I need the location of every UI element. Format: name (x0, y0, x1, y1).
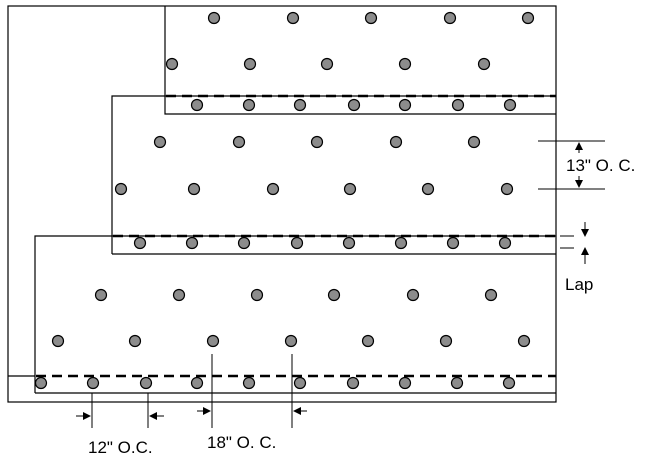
fastener-dot (398, 98, 412, 112)
fastener-dot (293, 376, 307, 390)
fastener-dot (389, 135, 403, 149)
field-spacing-label: 18" O. C. (207, 433, 276, 452)
fastener-dot (398, 376, 412, 390)
fastener-dot (206, 334, 220, 348)
bottom-sheet-outline (34, 235, 556, 393)
fastener-dot (477, 57, 491, 71)
fastener-dot (86, 376, 100, 390)
fastener-dot (398, 57, 412, 71)
outer-frame (7, 5, 557, 403)
fastener-group (34, 11, 535, 390)
middle-sheet-outline (111, 95, 556, 254)
fastener-dot (502, 376, 516, 390)
fastener-dot (467, 135, 481, 149)
fastener-dot (187, 182, 201, 196)
fastener-dot (243, 57, 257, 71)
fastener-dot (347, 98, 361, 112)
fastener-dot (232, 135, 246, 149)
row-spacing-label: 13" O. C. (566, 156, 635, 175)
lap-label: Lap (565, 275, 593, 294)
fastener-dot (250, 288, 264, 302)
fastener-dot (521, 11, 535, 25)
fastener-dot (310, 135, 324, 149)
fastener-dot (242, 98, 256, 112)
fastener-dot (207, 11, 221, 25)
fastener-dot (114, 182, 128, 196)
fastener-dot (421, 182, 435, 196)
edge-spacing-dimension: 12" O.C. (76, 393, 164, 457)
fastener-dot (34, 376, 48, 390)
fastener-dot (517, 334, 531, 348)
fastener-dot (266, 182, 280, 196)
fastener-dot (290, 236, 304, 250)
lap-dimension: Lap (560, 222, 593, 294)
fastener-dot (242, 376, 256, 390)
fastener-dot (450, 376, 464, 390)
fastener-dot (94, 288, 108, 302)
fastener-dot (185, 236, 199, 250)
fastener-dot (406, 288, 420, 302)
fastener-dot (133, 236, 147, 250)
fastener-dot (503, 98, 517, 112)
fastener-dot (172, 288, 186, 302)
fastener-dot (446, 236, 460, 250)
fastener-dot (237, 236, 251, 250)
edge-spacing-label: 12" O.C. (88, 438, 153, 457)
fastener-dot (394, 236, 408, 250)
fastener-dot (128, 334, 142, 348)
fastener-dot (343, 182, 357, 196)
fastener-dot (190, 98, 204, 112)
fastener-dot (286, 11, 300, 25)
fastener-dot (443, 11, 457, 25)
fastener-dot (153, 135, 167, 149)
field-spacing-dimension: 18" O. C. (197, 354, 307, 452)
fastener-dot (293, 98, 307, 112)
fastener-dot (451, 98, 465, 112)
fastener-dot (327, 288, 341, 302)
fastener-dot (165, 57, 179, 71)
fastener-dot (484, 288, 498, 302)
fastener-dot (342, 236, 356, 250)
fastener-dot (498, 236, 512, 250)
fastener-dot (139, 376, 153, 390)
fastener-dot (500, 182, 514, 196)
fastener-dot (346, 376, 360, 390)
fastener-dot (361, 334, 375, 348)
fastener-dot (284, 334, 298, 348)
row-spacing-dimension: 13" O. C. (538, 140, 635, 190)
fastener-dot (364, 11, 378, 25)
top-sheet-outline (164, 6, 556, 115)
fastener-dot (51, 334, 65, 348)
fastener-dot (439, 334, 453, 348)
fastener-dot (320, 57, 334, 71)
fastener-dot (190, 376, 204, 390)
